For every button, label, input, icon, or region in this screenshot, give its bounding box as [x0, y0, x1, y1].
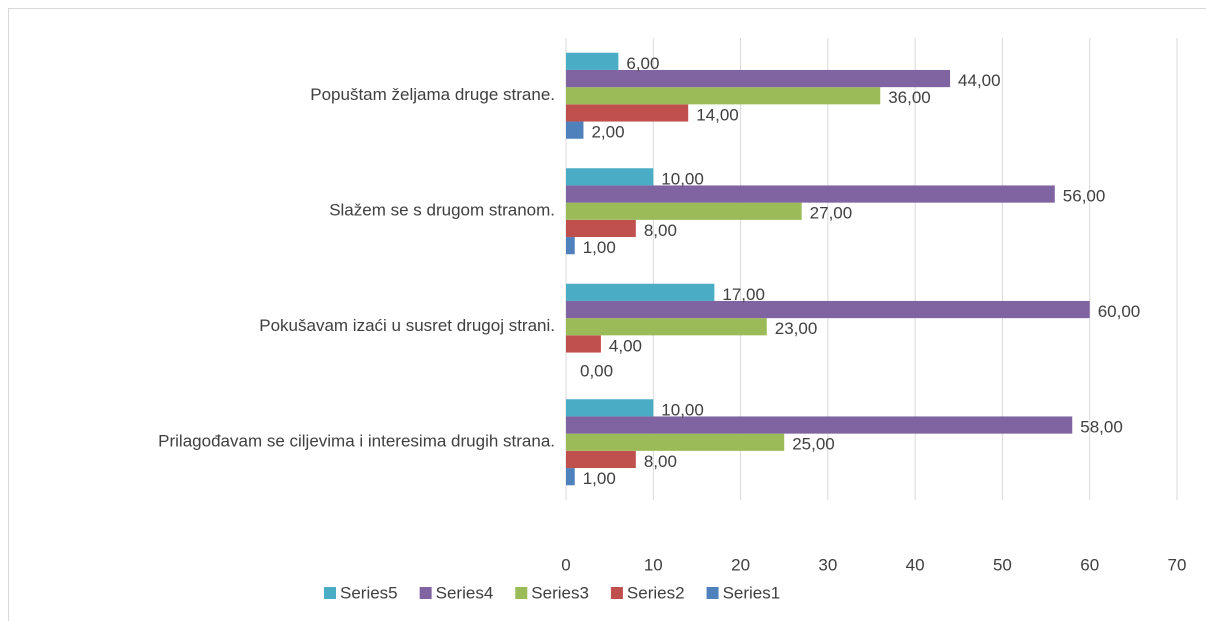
value-label: 25,00	[792, 435, 835, 454]
legend-label: Series5	[340, 583, 398, 602]
bar	[566, 185, 1055, 203]
bar	[566, 399, 654, 417]
legend-label: Series2	[627, 583, 685, 602]
bar	[566, 104, 689, 122]
value-label: 6,00	[626, 54, 659, 73]
bar	[566, 283, 715, 301]
value-label: 17,00	[722, 285, 765, 304]
bar	[566, 300, 1090, 319]
legend-label: Series3	[531, 583, 589, 602]
x-tick-label: 70	[1168, 555, 1187, 574]
y-tick-label: Pokušavam izaći u susret drugoj strani.	[259, 316, 555, 335]
bar	[566, 87, 881, 105]
x-tick-label: 50	[993, 555, 1012, 574]
y-tick-label: Slažem se s drugom stranom.	[329, 201, 555, 220]
x-tick-label: 40	[906, 555, 925, 574]
value-label: 14,00	[696, 105, 739, 124]
legend-swatch	[515, 587, 528, 599]
value-label: 1,00	[583, 238, 616, 257]
bar	[566, 121, 584, 139]
bar	[566, 237, 575, 255]
value-label: 8,00	[644, 221, 677, 240]
value-label: 60,00	[1098, 302, 1141, 321]
bar	[566, 335, 601, 353]
x-tick-label: 10	[644, 555, 663, 574]
value-label: 56,00	[1063, 187, 1106, 206]
value-label: 27,00	[810, 204, 853, 223]
x-tick-label: 30	[818, 555, 837, 574]
value-label: 8,00	[644, 452, 677, 471]
bar	[566, 416, 1073, 434]
value-label: 44,00	[958, 71, 1001, 90]
legend-swatch	[610, 587, 623, 599]
value-label: 10,00	[661, 169, 704, 188]
value-label: 4,00	[609, 336, 642, 355]
x-tick-label: 0	[561, 555, 570, 574]
value-label: 58,00	[1080, 418, 1123, 437]
bar	[566, 318, 767, 336]
value-label: 36,00	[888, 88, 931, 107]
bar	[566, 168, 654, 186]
value-label: 10,00	[661, 400, 704, 419]
x-tick-label: 60	[1080, 555, 1099, 574]
legend-swatch	[419, 587, 432, 599]
x-tick-label: 20	[731, 555, 750, 574]
legend-swatch	[324, 587, 336, 599]
legend-swatch	[706, 587, 719, 599]
y-tick-label: Prilagođavam se ciljevima i interesima d…	[158, 432, 555, 451]
legend-label: Series1	[723, 583, 781, 602]
bar	[566, 433, 785, 451]
bar	[566, 450, 636, 469]
bar	[566, 468, 575, 486]
y-tick-label: Popuštam željama druge strane.	[310, 85, 555, 104]
value-label: 1,00	[583, 469, 616, 488]
chart-border	[8, 8, 1206, 621]
bar	[566, 69, 951, 88]
value-label: 23,00	[775, 319, 818, 338]
bar	[566, 219, 636, 238]
legend-label: Series4	[436, 583, 494, 602]
value-label: 0,00	[580, 362, 613, 381]
bar	[566, 202, 802, 220]
value-label: 2,00	[591, 123, 624, 142]
bar	[566, 52, 619, 70]
